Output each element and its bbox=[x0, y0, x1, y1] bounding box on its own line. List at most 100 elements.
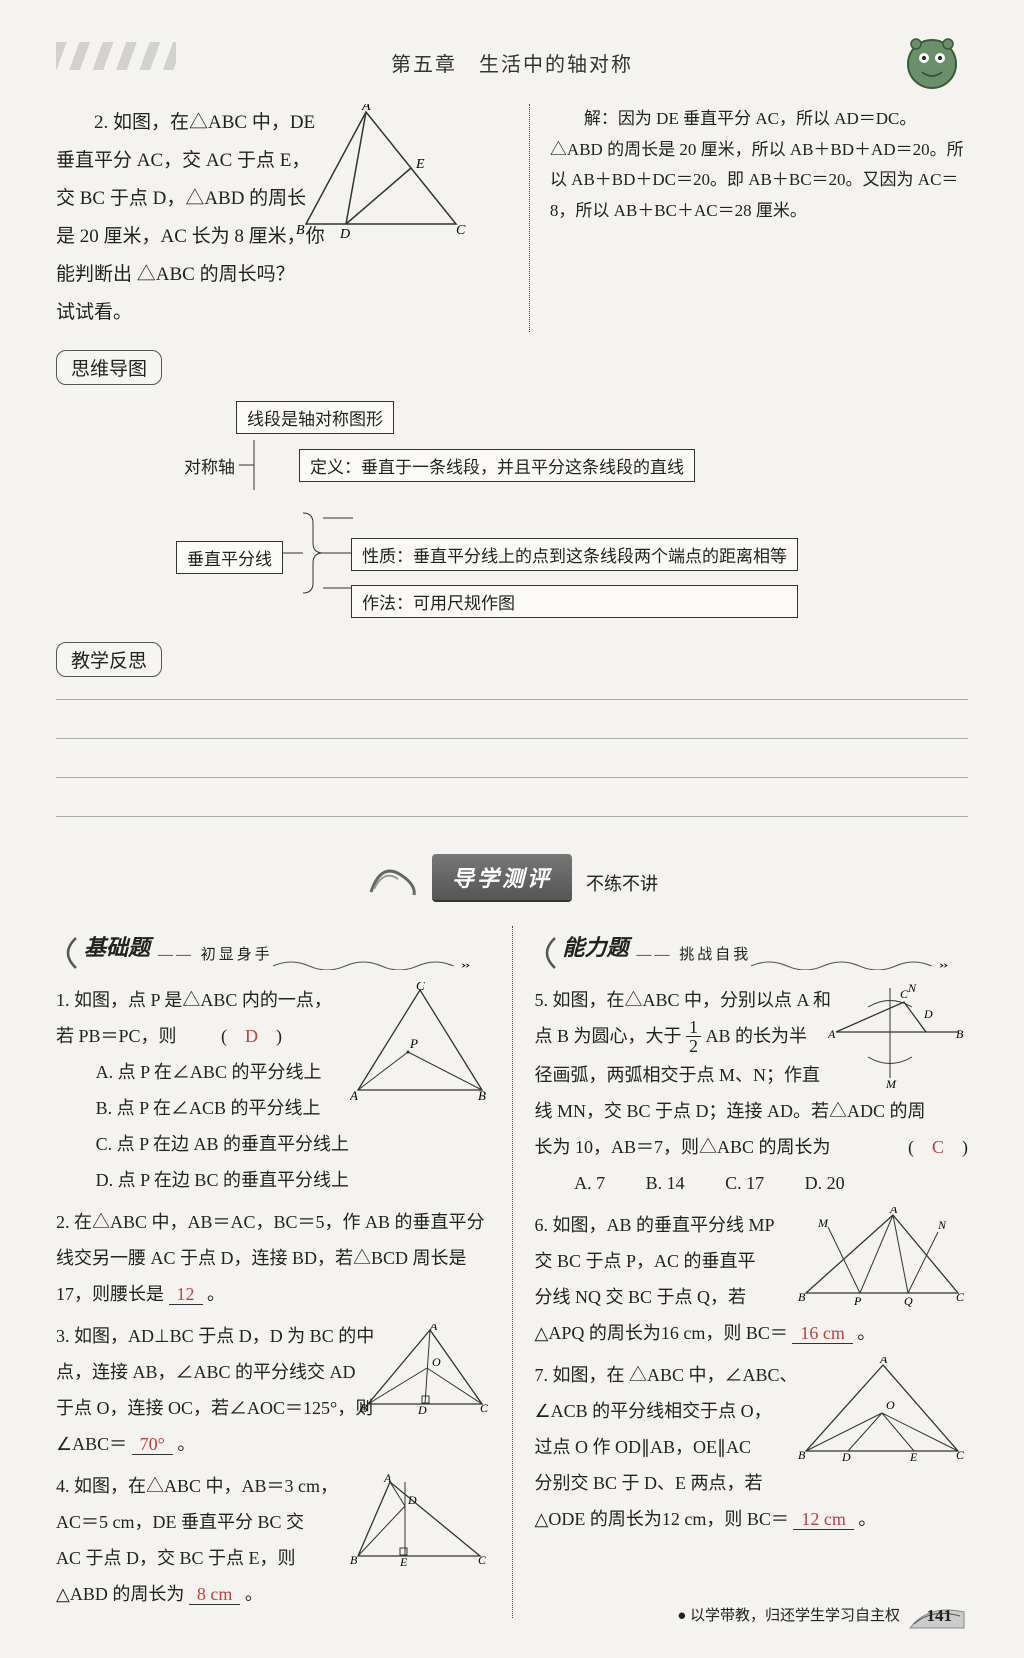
fig-label-D: D bbox=[339, 227, 350, 242]
q5-line2b: AB 的长为半 bbox=[706, 1026, 808, 1046]
problem2-line2: 垂直平分 AC，交 AC 于点 E， bbox=[56, 142, 310, 180]
chapter-title: 第五章 生活中的轴对称 bbox=[56, 30, 968, 77]
q7-line5-row: △ODE 的周长为12 cm，则 BC＝ 12 cm 。 bbox=[535, 1501, 969, 1537]
header-stripes-decoration bbox=[56, 42, 176, 70]
reflect-heading: 教学反思 bbox=[56, 642, 162, 677]
question-5: A B C D N M 5. 如图，在△ABC 中，分别以点 A 和 点 B 为… bbox=[535, 982, 969, 1201]
q3-tail: 。 bbox=[177, 1434, 195, 1454]
svg-text:B: B bbox=[360, 1401, 368, 1414]
q5-answer: C bbox=[932, 1137, 944, 1157]
svg-text:M: M bbox=[885, 1077, 897, 1091]
mm-brace-icon bbox=[283, 508, 353, 598]
svg-text:E: E bbox=[909, 1450, 918, 1464]
question-3: A B C D O 3. 如图，AD⊥BC 于点 D，D 为 BC 的中 点，连… bbox=[56, 1318, 490, 1462]
mm-node-bisector: 垂直平分线 bbox=[176, 541, 283, 574]
svg-text:A: A bbox=[429, 1324, 438, 1333]
svg-text:N: N bbox=[937, 1218, 947, 1232]
svg-text:N: N bbox=[907, 982, 917, 995]
page-header: 第五章 生活中的轴对称 bbox=[56, 30, 968, 94]
assessment-banner: 导学测评 不练不讲 bbox=[56, 854, 968, 902]
q5-line2a: 点 B 为圆心，大于 bbox=[535, 1026, 687, 1046]
q1-figure: C A B P bbox=[350, 982, 490, 1102]
question-7: A B C D E O 7. 如图，在 △ABC 中，∠ABC、 ∠ACB 的平… bbox=[535, 1357, 969, 1537]
svg-text:C: C bbox=[416, 982, 425, 993]
svg-text:A: A bbox=[828, 1027, 836, 1041]
svg-text:D: D bbox=[407, 1493, 417, 1507]
fig-label-C: C bbox=[456, 223, 466, 238]
q4-tail: 。 bbox=[245, 1584, 263, 1604]
mindmap-diagram: 线段是轴对称图形 对称轴 定义：垂直于一条线段，并且平分这条线段的直线 垂直平分… bbox=[176, 401, 968, 618]
svg-text:D: D bbox=[841, 1450, 851, 1464]
frac-num: 1 bbox=[686, 1018, 701, 1037]
problem2-block: 2. 如图，在△ABC 中，DE 垂直平分 AC，交 AC 于点 E， 交 BC… bbox=[56, 104, 523, 332]
writing-lines bbox=[56, 699, 968, 820]
question-4: A B C D E 4. 如图，在△ABC 中，AB＝3 cm， AC＝5 cm… bbox=[56, 1468, 490, 1612]
ability-heading-row: 能力题 —— 挑战自我 » bbox=[535, 926, 969, 970]
svg-text:B: B bbox=[478, 1088, 486, 1102]
q1-optD: D. 点 P 在边 BC 的垂直平分线上 bbox=[56, 1162, 490, 1198]
mascot-icon bbox=[896, 24, 968, 96]
problem2-line3: 交 BC 于点 D，△ABD 的周长 bbox=[56, 188, 306, 209]
basic-heading: 基础题 bbox=[84, 926, 150, 970]
top-two-column: 2. 如图，在△ABC 中，DE 垂直平分 AC，交 AC 于点 E， 交 BC… bbox=[56, 104, 968, 332]
svg-text:Q: Q bbox=[904, 1294, 913, 1307]
q5-optA: A. 7 bbox=[574, 1173, 605, 1193]
ability-heading: 能力题 bbox=[563, 926, 629, 970]
svg-text:»: » bbox=[939, 959, 949, 970]
basic-column: 基础题 —— 初显身手 » C A B P bbox=[56, 926, 508, 1618]
q4-line4: △ABD 的周长为 bbox=[56, 1584, 184, 1604]
q5-line5-row: 长为 10，AB＝7，则△ABC 的周长为 ( C ) bbox=[535, 1129, 969, 1165]
svg-text:»: » bbox=[461, 959, 471, 970]
q2-tail: 。 bbox=[207, 1284, 225, 1304]
q3-line4-row: ∠ABC＝ 70° 。 bbox=[56, 1426, 490, 1462]
fig-label-A: A bbox=[361, 104, 371, 114]
svg-text:P: P bbox=[409, 1036, 418, 1051]
svg-text:D: D bbox=[923, 1007, 933, 1021]
svg-text:A: A bbox=[350, 1088, 358, 1102]
svg-text:M: M bbox=[817, 1216, 829, 1230]
page-footer: ● 以学带教，归还学生学习自主权 141 bbox=[677, 1594, 968, 1634]
banner-subtitle: 不练不讲 bbox=[586, 870, 658, 900]
q6-answer: 16 cm bbox=[800, 1323, 845, 1343]
q3-line4: ∠ABC＝ bbox=[56, 1434, 127, 1454]
q5-optB: B. 14 bbox=[646, 1173, 685, 1193]
q7-line5: △ODE 的周长为12 cm，则 BC＝ bbox=[535, 1509, 789, 1529]
q6-figure: A B C M N P Q bbox=[798, 1207, 968, 1307]
q5-line4: 线 MN，交 BC 于点 D；连接 AD。若△ADC 的周 bbox=[535, 1093, 969, 1129]
svg-text:A: A bbox=[879, 1357, 888, 1366]
q5-optD: D. 20 bbox=[805, 1173, 845, 1193]
fig-label-B: B bbox=[296, 223, 305, 238]
fig-label-E: E bbox=[415, 157, 425, 172]
mm-bracket-icon bbox=[239, 440, 269, 490]
svg-text:C: C bbox=[956, 1448, 965, 1462]
q4-answer: 8 cm bbox=[197, 1584, 233, 1604]
exercise-two-column: 基础题 —— 初显身手 » C A B P bbox=[56, 926, 968, 1618]
mm-node-prop: 性质：垂直平分线上的点到这条线段两个端点的距离相等 bbox=[351, 538, 798, 571]
q7-answer: 12 cm bbox=[801, 1509, 846, 1529]
q6-line4-row: △APQ 的周长为16 cm，则 BC＝ 16 cm 。 bbox=[535, 1315, 969, 1351]
svg-text:B: B bbox=[798, 1448, 806, 1462]
q5-options: A. 7 B. 14 C. 17 D. 20 bbox=[535, 1165, 969, 1201]
svg-text:C: C bbox=[956, 1290, 965, 1304]
q6-line4: △APQ 的周长为16 cm，则 BC＝ bbox=[535, 1323, 788, 1343]
svg-text:D: D bbox=[417, 1403, 427, 1414]
exercise-divider bbox=[512, 926, 513, 1618]
mm-label-axis: 对称轴 bbox=[184, 453, 235, 478]
q7-figure: A B C D E O bbox=[798, 1357, 968, 1467]
page: 第五章 生活中的轴对称 2. 如图，在△ABC 中，DE 垂直平分 AC，交 A… bbox=[0, 0, 1024, 1658]
mm-node-def: 定义：垂直于一条线段，并且平分这条线段的直线 bbox=[299, 449, 695, 482]
footer-slogan: ● 以学带教，归还学生学习自主权 bbox=[677, 1604, 900, 1625]
question-6: A B C M N P Q 6. 如图，AB 的垂直平分线 MP 交 BC 于点… bbox=[535, 1207, 969, 1351]
q4-line4-row: △ABD 的周长为 8 cm 。 bbox=[56, 1576, 490, 1612]
svg-text:B: B bbox=[956, 1027, 964, 1041]
svg-text:O: O bbox=[886, 1398, 895, 1412]
svg-text:C: C bbox=[478, 1553, 487, 1567]
banner-title: 导学测评 bbox=[432, 854, 572, 900]
wave-underline-icon: » bbox=[273, 956, 490, 970]
problem2-line4: 是 20 厘米，AC 长为 8 厘米，你 bbox=[56, 226, 325, 247]
problem2-line6: 试试看。 bbox=[56, 302, 132, 323]
q3-figure: A B C D O bbox=[360, 1324, 490, 1414]
wave-underline-icon: » bbox=[751, 956, 968, 970]
q1-optC: C. 点 P 在边 AB 的垂直平分线上 bbox=[56, 1126, 490, 1162]
svg-text:A: A bbox=[889, 1207, 898, 1216]
